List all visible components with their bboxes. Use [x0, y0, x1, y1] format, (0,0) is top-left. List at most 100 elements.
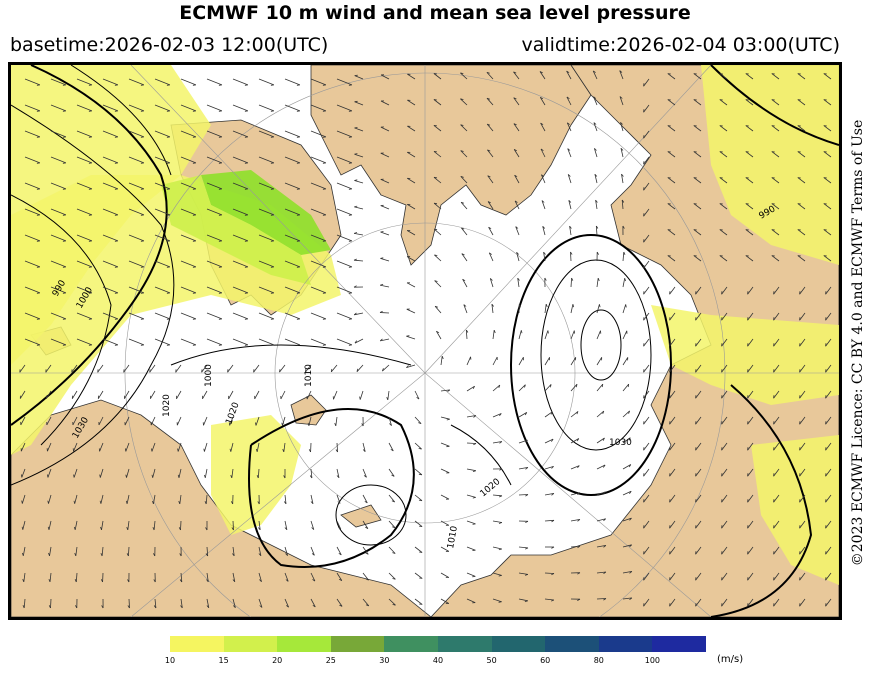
wind-arrow [336, 78, 353, 86]
wind-arrow [354, 233, 364, 236]
wind-arrow [460, 98, 468, 106]
wind-arrow [773, 494, 780, 503]
wind-arrow [823, 255, 832, 262]
wind-arrow [388, 520, 396, 528]
wind-arrow-head [151, 474, 154, 478]
legend-tick-label: 60 [540, 656, 551, 665]
wind-arrow [619, 96, 624, 106]
wind-arrow [406, 256, 416, 262]
wind-arrow [695, 338, 702, 347]
wind-arrow-head [460, 176, 464, 178]
wind-arrow [823, 73, 832, 80]
wind-arrow [310, 260, 327, 268]
wind-arrow [362, 598, 370, 607]
wind-arrow [466, 598, 476, 603]
wind-arrow [643, 130, 650, 139]
wind-arrow [310, 546, 315, 556]
wind-arrow [206, 156, 223, 164]
map-svg[interactable]: 1030102010101000990103010201010102099010… [11, 65, 839, 617]
wind-arrow [745, 229, 754, 236]
wind-arrow [695, 494, 702, 503]
wind-arrow [440, 598, 449, 604]
wind-arrow-head [308, 449, 311, 453]
wind-arrow [414, 572, 423, 579]
wind-arrow-head [473, 443, 477, 446]
wind-arrow [695, 520, 702, 529]
wind-arrow-head [541, 200, 545, 203]
wind-arrow [202, 390, 208, 399]
wind-arrow [128, 234, 145, 242]
legend-swatch [437, 636, 492, 652]
wind-arrow [232, 130, 249, 138]
wind-arrow-head [460, 201, 465, 204]
wind-arrow [643, 364, 650, 373]
wind-arrow [150, 390, 156, 399]
wind-arrow [596, 598, 607, 600]
wind-arrow [669, 442, 676, 451]
wind-arrow [566, 70, 572, 80]
wind-arrow [50, 338, 67, 346]
wind-arrow [280, 390, 286, 400]
wind-arrow [593, 96, 598, 106]
wind-arrow [180, 286, 197, 294]
wind-arrow [745, 151, 754, 158]
wind-arrow [544, 330, 549, 340]
wind-arrow [539, 71, 546, 80]
wind-arrow-head [281, 422, 283, 426]
wind-arrow-head [152, 500, 154, 505]
wind-arrow [362, 468, 367, 478]
wind-arrow [570, 465, 580, 470]
wind-arrow [310, 78, 327, 86]
legend-swatch [223, 636, 278, 652]
wind-arrow [231, 468, 234, 478]
wind-arrow [747, 520, 754, 529]
wind-arrow [621, 174, 624, 184]
wind-arrow [253, 364, 260, 373]
wind-arrow [492, 520, 502, 523]
wind-arrow [406, 308, 416, 314]
wind-arrow [407, 177, 416, 184]
wind-arrow [380, 74, 390, 80]
wind-arrow [283, 442, 286, 452]
wind-arrow [594, 174, 598, 184]
wind-arrow-head [354, 205, 358, 208]
wind-arrow-head [597, 277, 600, 282]
wind-arrow [669, 468, 676, 477]
wind-arrow [24, 156, 41, 164]
map-frame[interactable]: 1030 1020 1010 1000 990 1030 1020 1010 1020 990 10… [8, 62, 842, 620]
wind-arrow [258, 598, 263, 608]
wind-arrow [695, 286, 702, 295]
wind-arrow [407, 99, 416, 106]
wind-arrow [180, 78, 197, 86]
wind-arrow [24, 130, 41, 138]
wind-arrow [518, 494, 529, 496]
wind-arrow [258, 260, 275, 268]
wind-arrow [128, 260, 145, 268]
license-text: ©2023 ECMWF Licence: CC BY 4.0 and ECMWF… [850, 119, 866, 567]
wind-arrow-head [628, 410, 630, 414]
wind-arrow [284, 598, 289, 608]
wind-arrow [74, 520, 78, 530]
wind-arrow [284, 494, 287, 504]
wind-arrow [825, 312, 832, 321]
wind-arrow [669, 338, 676, 347]
wind-arrow-head [418, 422, 422, 424]
wind-arrow [336, 260, 353, 268]
wind-arrow [515, 226, 520, 236]
wind-arrow [336, 598, 343, 607]
wind-arrow [24, 312, 41, 320]
wind-arrow-head [392, 526, 396, 529]
wind-arrow [21, 468, 26, 478]
wind-arrow-head [436, 330, 440, 334]
wind-arrow [154, 338, 171, 346]
license-text-container: ©2023 ECMWF Licence: CC BY 4.0 and ECMWF… [848, 82, 868, 604]
wind-arrow-head [488, 226, 492, 230]
wind-arrow [594, 148, 598, 158]
wind-arrow [154, 286, 171, 294]
wind-arrow-head [487, 175, 491, 178]
wind-arrow [336, 312, 353, 320]
wind-arrow [336, 182, 353, 190]
wind-arrow [258, 156, 275, 164]
wind-arrow [596, 491, 606, 496]
wind-arrow [721, 494, 728, 503]
